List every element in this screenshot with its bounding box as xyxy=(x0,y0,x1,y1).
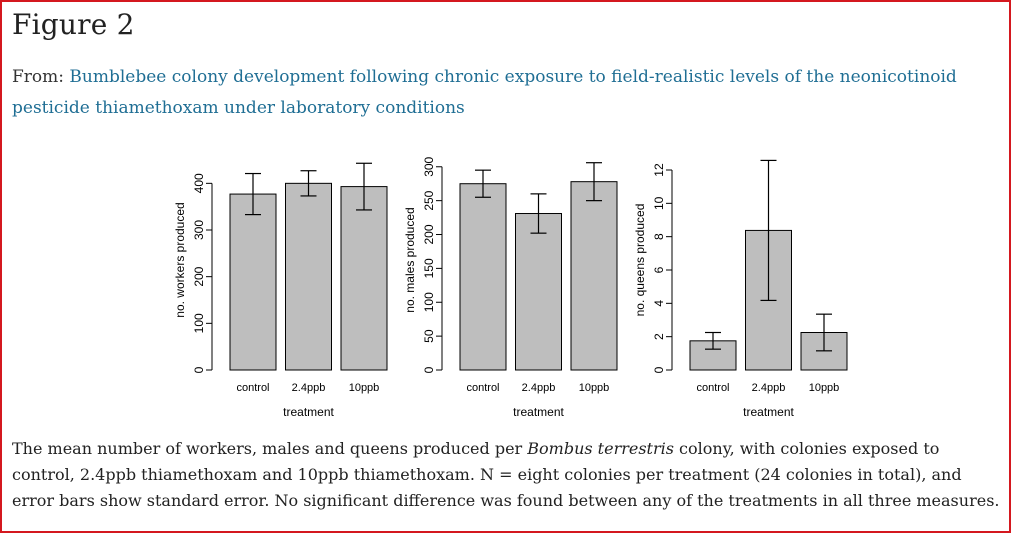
y-tick-label: 10 xyxy=(652,196,666,210)
y-tick-label: 100 xyxy=(422,292,436,312)
bar xyxy=(459,183,507,371)
y-tick-label: 2 xyxy=(652,333,666,340)
y-axis-label: no. queens produced xyxy=(633,204,647,317)
bar xyxy=(340,186,388,371)
x-tick-label: control xyxy=(236,382,269,394)
bar xyxy=(285,182,332,371)
y-tick-label: 4 xyxy=(652,300,666,307)
bar xyxy=(570,181,618,371)
y-tick-label: 200 xyxy=(422,224,436,244)
x-tick-label: 2.4ppb xyxy=(292,382,326,394)
y-axis-label: no. males produced xyxy=(403,207,417,312)
caption-text-2: colony, with colonies exposed to control… xyxy=(12,439,1000,510)
x-axis-label: treatment xyxy=(743,405,794,419)
bar xyxy=(515,213,562,371)
y-tick-label: 6 xyxy=(652,266,666,273)
article-link[interactable]: Bumblebee colony development following c… xyxy=(12,67,957,118)
y-tick-label: 0 xyxy=(192,366,206,373)
y-tick-label: 0 xyxy=(422,366,436,373)
x-axis-label: treatment xyxy=(513,405,564,419)
bar xyxy=(229,193,277,371)
figure-title: Figure 2 xyxy=(12,8,135,41)
x-tick-label: control xyxy=(696,382,729,394)
x-axis-label: treatment xyxy=(283,405,334,419)
figure-caption: The mean number of workers, males and qu… xyxy=(12,436,1002,514)
x-tick-label: 10ppb xyxy=(349,382,380,394)
figure-source: From: Bumblebee colony development follo… xyxy=(12,62,997,124)
y-axis-label: no. workers produced xyxy=(173,202,187,317)
y-tick-label: 50 xyxy=(422,329,436,343)
y-tick-label: 100 xyxy=(192,313,206,333)
x-tick-label: 10ppb xyxy=(579,382,610,394)
y-tick-label: 8 xyxy=(652,233,666,240)
y-tick-label: 300 xyxy=(422,156,436,176)
caption-text-1: The mean number of workers, males and qu… xyxy=(12,439,528,458)
y-tick-label: 400 xyxy=(192,173,206,193)
x-tick-label: 2.4ppb xyxy=(752,382,786,394)
y-tick-label: 200 xyxy=(192,266,206,286)
source-prefix: From: xyxy=(12,67,65,87)
y-tick-label: 300 xyxy=(192,220,206,240)
y-tick-label: 250 xyxy=(422,190,436,210)
caption-species: Bombus terrestris xyxy=(527,439,674,458)
y-tick-label: 0 xyxy=(652,366,666,373)
y-tick-label: 150 xyxy=(422,258,436,278)
x-tick-label: 10ppb xyxy=(809,382,840,394)
x-tick-label: control xyxy=(466,382,499,394)
x-tick-label: 2.4ppb xyxy=(522,382,556,394)
y-tick-label: 12 xyxy=(652,163,666,177)
